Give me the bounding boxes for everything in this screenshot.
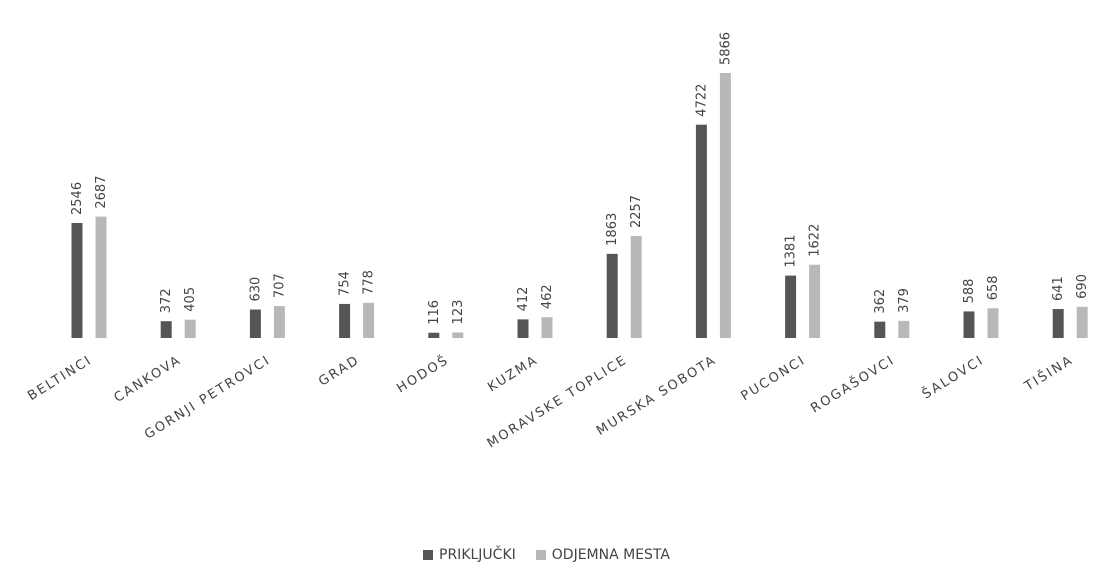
data-label-beltinci-prikljucki: 2546	[70, 182, 85, 215]
legend-item-prikljucki: PRIKLJUČKI	[423, 547, 516, 563]
data-label-kuzma-prikljucki: 412	[516, 287, 531, 312]
bar-hodos-prikljucki	[428, 332, 440, 338]
data-label-rogasovci-prikljucki: 362	[873, 289, 888, 314]
bar-kuzma-odjemna-mesta	[541, 317, 553, 338]
data-label-moravske-toplice-odjemna-mesta: 2257	[629, 195, 644, 228]
category-label-hodos: HODOŠ	[394, 352, 452, 397]
bar-cankova-prikljucki	[160, 321, 172, 338]
data-label-gornji-petrovci-prikljucki: 630	[248, 277, 263, 302]
bar-grad-odjemna-mesta	[363, 302, 375, 338]
bar-puconci-odjemna-mesta	[809, 264, 821, 338]
category-label-beltinci: BELTINCI	[25, 353, 95, 404]
category-label-cankova: CANKOVA	[112, 353, 185, 406]
bar-rogasovci-odjemna-mesta	[898, 320, 910, 338]
legend-swatch-odjemna-mesta	[535, 550, 546, 560]
data-label-salovci-prikljucki: 588	[962, 279, 977, 304]
data-label-kuzma-odjemna-mesta: 462	[540, 284, 555, 309]
bar-moravske-toplice-odjemna-mesta	[630, 236, 642, 338]
category-label-puconci: PUCONCI	[739, 353, 809, 405]
category-label-salovci: ŠALOVCI	[919, 352, 987, 403]
bar-murska-sobota-odjemna-mesta	[719, 73, 731, 338]
bar-beltinci-odjemna-mesta	[95, 216, 107, 338]
data-label-puconci-prikljucki: 1381	[784, 235, 799, 268]
data-label-gornji-petrovci-odjemna-mesta: 707	[272, 273, 287, 298]
data-label-beltinci-odjemna-mesta: 2687	[94, 176, 109, 209]
data-label-cankova-prikljucki: 372	[159, 288, 174, 313]
data-label-hodos-odjemna-mesta: 123	[451, 300, 466, 325]
category-label-tisina: TIŠINA	[1021, 352, 1077, 395]
category-label-grad: GRAD	[316, 353, 363, 390]
data-label-puconci-odjemna-mesta: 1622	[808, 224, 823, 257]
bar-kuzma-prikljucki	[517, 319, 529, 338]
data-label-tisina-prikljucki: 641	[1051, 276, 1066, 301]
bar-moravske-toplice-prikljucki	[606, 253, 618, 338]
bar-gornji-petrovci-prikljucki	[249, 309, 261, 338]
legend-item-odjemna-mesta: ODJEMNA MESTA	[535, 547, 670, 563]
legend: PRIKLJUČKI ODJEMNA MESTA	[0, 547, 1093, 563]
data-label-salovci-odjemna-mesta: 658	[986, 275, 1001, 300]
legend-label-odjemna-mesta: ODJEMNA MESTA	[551, 547, 670, 563]
data-label-murska-sobota-odjemna-mesta: 5866	[718, 32, 733, 65]
data-label-tisina-odjemna-mesta: 690	[1075, 274, 1090, 299]
bar-salovci-prikljucki	[963, 311, 975, 338]
data-label-grad-odjemna-mesta: 778	[362, 270, 377, 295]
bar-salovci-odjemna-mesta	[987, 308, 999, 338]
data-label-cankova-odjemna-mesta: 405	[183, 287, 198, 312]
bar-hodos-odjemna-mesta	[452, 332, 464, 338]
legend-swatch-prikljucki	[423, 550, 434, 560]
bar-puconci-prikljucki	[785, 275, 797, 338]
data-label-rogasovci-odjemna-mesta: 379	[897, 288, 912, 313]
bar-cankova-odjemna-mesta	[184, 319, 196, 338]
data-label-grad-prikljucki: 754	[338, 271, 353, 296]
data-label-hodos-prikljucki: 116	[427, 300, 442, 325]
bar-murska-sobota-prikljucki	[695, 124, 707, 338]
bar-gornji-petrovci-odjemna-mesta	[273, 306, 285, 338]
legend-label-prikljucki: PRIKLJUČKI	[439, 547, 516, 563]
category-label-rogasovci: ROGAŠOVCI	[808, 352, 898, 417]
data-label-moravske-toplice-prikljucki: 1863	[605, 213, 620, 246]
bar-tisina-odjemna-mesta	[1076, 306, 1088, 338]
bar-grad-prikljucki	[339, 303, 351, 338]
bar-rogasovci-prikljucki	[874, 321, 886, 338]
category-label-kuzma: KUZMA	[485, 353, 541, 396]
category-label-moravske-toplice: MORAVSKE TOPLICE	[485, 353, 631, 452]
data-label-murska-sobota-prikljucki: 4722	[694, 84, 709, 117]
bar-tisina-prikljucki	[1052, 309, 1064, 338]
bar-beltinci-prikljucki	[71, 222, 83, 338]
